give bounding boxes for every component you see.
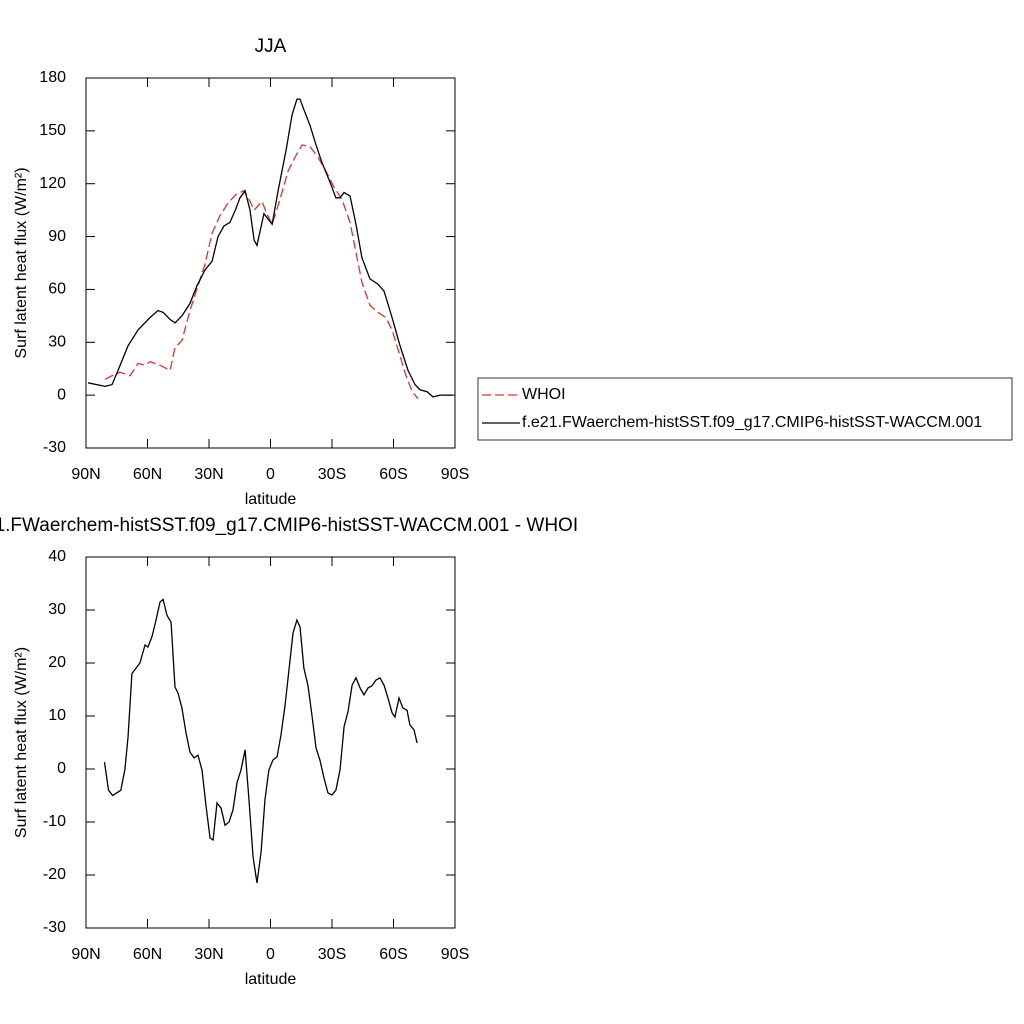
y-tick-label: 20 [48,654,66,671]
x-tick-label: 30S [318,466,346,483]
y-tick-label: 30 [48,601,66,618]
data-line [87,98,452,398]
x-tick-label: 90S [441,466,469,483]
y-tick-label: 60 [48,281,66,298]
legend-label: WHOI [522,386,566,403]
y-tick-label: 120 [39,175,66,192]
y-tick-label: 0 [57,386,66,403]
x-axis-label: latitude [245,491,297,508]
x-tick-label: 60N [133,946,162,963]
chart-title: f.e21.FWaerchem-histSST.f09_g17.CMIP6-hi… [0,515,578,536]
x-tick-label: 30S [318,946,346,963]
x-tick-label: 60N [133,466,162,483]
y-tick-label: 10 [48,707,66,724]
y-tick-label: 90 [48,228,66,245]
plot-frame [85,556,456,929]
data-line [104,144,419,400]
x-tick-label: 30N [194,466,223,483]
y-tick-label: 30 [48,334,66,351]
y-tick-label: -30 [43,919,66,936]
y-tick-label: 180 [39,69,66,86]
x-tick-label: 90S [441,946,469,963]
y-tick-label: 150 [39,122,66,139]
legend-label: f.e21.FWaerchem-histSST.f09_g17.CMIP6-hi… [522,414,982,431]
x-axis-label: latitude [245,971,297,988]
x-tick-label: 30N [194,946,223,963]
y-tick-label: -10 [43,813,66,830]
y-tick-label: -30 [43,439,66,456]
x-tick-label: 60S [379,946,407,963]
x-tick-label: 0 [266,466,275,483]
y-axis-label: Surf latent heat flux (W/m²) [13,647,30,838]
chart-title: JJA [255,36,287,57]
x-tick-label: 0 [266,946,275,963]
x-tick-label: 60S [379,466,407,483]
legend-box [477,377,1013,441]
x-tick-label: 90N [71,946,100,963]
y-tick-label: -20 [43,866,66,883]
y-tick-label: 40 [48,548,66,565]
plot-frame [85,77,456,449]
legend: WHOI f.e21.FWaerchem-histSST.f09_g17.CMIP… [477,377,1013,441]
x-tick-label: 90N [71,466,100,483]
y-tick-label: 0 [57,760,66,777]
data-line [103,598,418,884]
y-axis-label: Surf latent heat flux (W/m²) [13,167,30,358]
